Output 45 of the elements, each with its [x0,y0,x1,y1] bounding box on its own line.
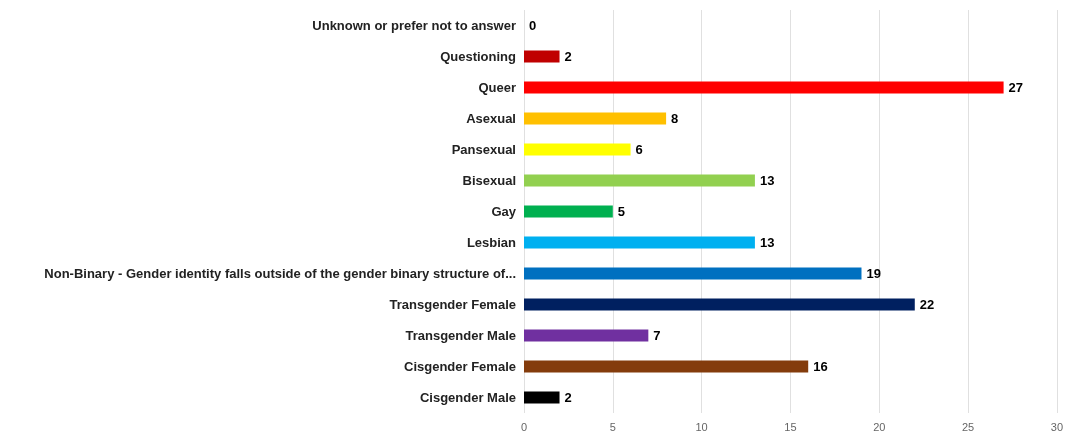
data-label: 19 [866,266,881,281]
y-tick-label: Transgender Female [389,297,516,312]
data-label: 27 [1008,80,1024,95]
bar [524,143,631,156]
y-tick-label: Gay [491,204,517,219]
x-tick-label: 0 [520,420,528,433]
data-label: 5 [617,204,626,219]
bar [524,391,560,404]
x-tick-label: 10 [695,420,708,433]
y-tick-label: Queer [478,80,516,95]
x-tick-label: 20 [873,420,886,433]
bar [524,50,560,63]
y-tick-label: Bisexual [462,173,516,188]
data-label: 2 [564,390,572,405]
data-label: 16 [813,359,828,374]
bar [524,81,1004,94]
data-label: 13 [759,235,775,250]
y-tick-label: Non-Binary - Gender identity falls outside of the gender binary structure of... [44,266,516,281]
data-label: 7 [653,328,661,343]
bar [524,267,862,280]
y-tick-label: Unknown or prefer not to answer [312,18,516,33]
bar [524,329,649,342]
data-label: 13 [759,173,775,188]
y-tick-label: Transgender Male [405,328,516,343]
x-tick-label: 5 [609,420,616,433]
y-tick-label: Questioning [440,49,517,64]
data-label: 22 [919,297,935,312]
bar [524,236,755,249]
y-tick-label: Cisgender Male [419,390,516,405]
bar [524,174,755,187]
x-tick-label: 30 [1050,420,1064,433]
y-tick-label: Pansexual [451,142,516,157]
data-label: 6 [635,142,643,157]
y-tick-label: Lesbian [466,235,517,250]
bar [524,205,613,218]
bar [524,298,915,311]
data-label: 8 [671,111,679,126]
bar [524,112,667,125]
y-tick-label: Cisgender Female [404,359,516,374]
data-label: 0 [529,18,537,33]
data-label: 2 [564,49,572,64]
x-tick-label: 15 [784,420,797,433]
x-tick-label: 25 [961,420,975,433]
y-tick-label: Asexual [466,111,516,126]
bar [524,360,809,373]
